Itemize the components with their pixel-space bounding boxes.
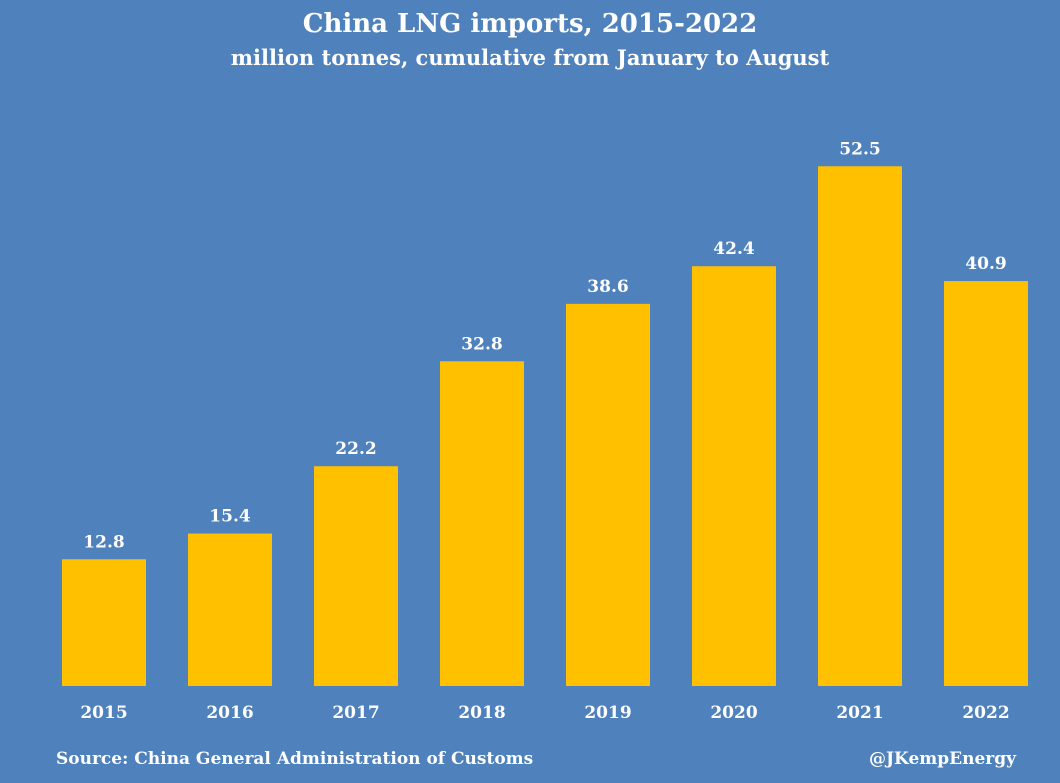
- bar-2021: [818, 166, 902, 686]
- source-note: Source: China General Administration of …: [56, 749, 534, 769]
- author-handle: @JKempEnergy: [869, 749, 1016, 769]
- data-label-2015: 12.8: [83, 532, 124, 552]
- x-tick-label-2016: 2016: [206, 703, 253, 723]
- data-label-2021: 52.5: [839, 139, 880, 159]
- chart-subtitle: million tonnes, cumulative from January …: [230, 45, 830, 70]
- chart-title: China LNG imports, 2015-2022: [302, 9, 758, 39]
- bar-2017: [314, 466, 398, 686]
- bar-2018: [440, 361, 524, 686]
- x-tick-label-2017: 2017: [332, 703, 379, 723]
- x-tick-label-2015: 2015: [80, 703, 127, 723]
- x-tick-label-2021: 2021: [836, 703, 883, 723]
- x-tick-label-2018: 2018: [458, 703, 505, 723]
- x-tick-label-2020: 2020: [710, 703, 757, 723]
- data-label-2022: 40.9: [965, 254, 1006, 274]
- bar-2019: [566, 303, 650, 686]
- data-label-2017: 22.2: [335, 439, 376, 459]
- bar-2022: [944, 281, 1028, 686]
- data-label-2016: 15.4: [209, 507, 251, 527]
- bar-2016: [188, 533, 272, 686]
- data-label-2019: 38.6: [587, 277, 628, 297]
- data-label-2018: 32.8: [461, 334, 502, 354]
- bar-2020: [692, 266, 776, 686]
- x-tick-label-2019: 2019: [584, 703, 631, 723]
- x-tick-label-2022: 2022: [962, 703, 1009, 723]
- bar-2015: [62, 559, 146, 686]
- data-label-2020: 42.4: [713, 239, 755, 259]
